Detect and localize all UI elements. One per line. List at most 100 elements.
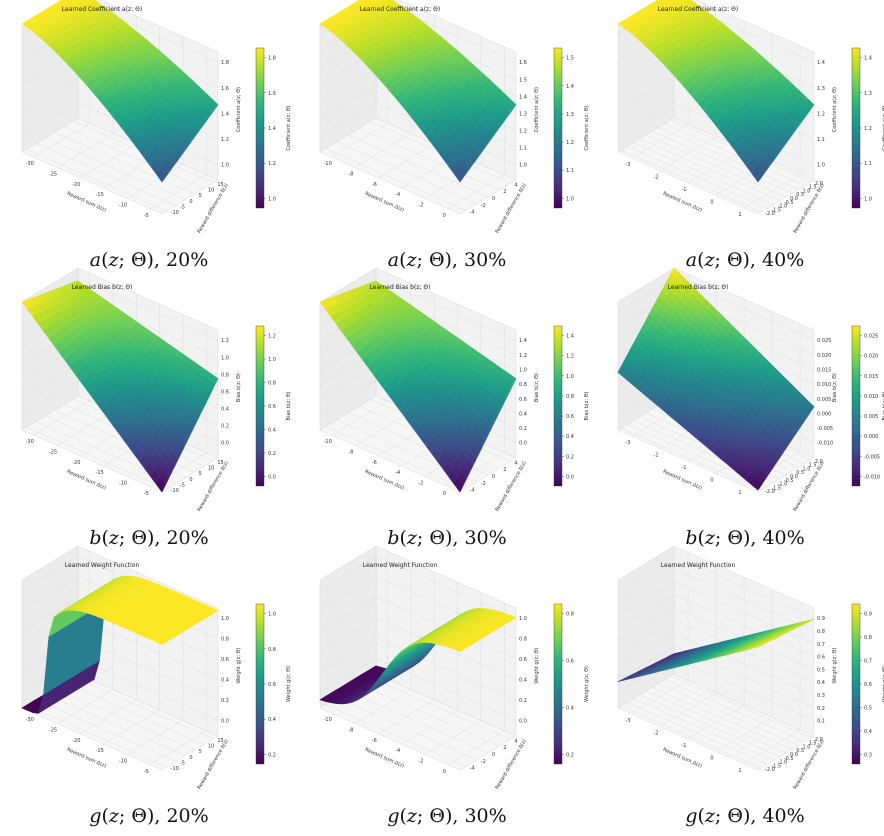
colorbar-tick-label: 1.6 (268, 91, 276, 97)
z-tick-label: 0.0 (221, 719, 229, 725)
colorbar (554, 604, 562, 764)
colorbar (256, 604, 264, 764)
y-tick-label: 5 (199, 749, 202, 755)
surface-plot: -10-8-6-4-20-4-20240.00.20.40.60.81.01.2… (300, 282, 594, 522)
x-tick-label: 1 (738, 490, 741, 496)
z-tick-label: 1.4 (519, 338, 527, 344)
colorbar-tick-label: 0.8 (268, 647, 276, 653)
y-tick-label: -2 (481, 203, 486, 209)
z-tick-label: 0.2 (519, 698, 527, 704)
colorbar-tick-label: 1.4 (864, 56, 872, 62)
x-tick-label: -15 (96, 748, 104, 754)
x-tick-label: -8 (349, 450, 354, 456)
caption-function: b (387, 527, 399, 549)
subplot-title: Learned Bias b(z; Θ) (668, 284, 729, 291)
x-tick-label: -2 (654, 175, 659, 181)
z-tick-label: 0.2 (221, 698, 229, 704)
subplot-caption: a(z; Θ), 20% (2, 249, 296, 271)
x-tick-label: -6 (372, 738, 377, 744)
x-tick-label: -10 (119, 481, 127, 487)
y-tick-label: 5 (199, 193, 202, 199)
y-tick-label: -2 (481, 481, 486, 487)
subplot-title: Learned Coefficient a(z; Θ) (658, 6, 738, 13)
surface-plot: -3-2-101-2.0-1.5-1.0-0.50.00.51.01.52.01… (598, 4, 884, 244)
z-axis-label: Bias b(z; Θ) (534, 373, 540, 402)
x-tick-label: -1 (682, 465, 687, 471)
caption-percent: 30% (464, 527, 506, 549)
y-tick-label: 2 (503, 467, 506, 473)
subplot-caption: g(z; Θ), 30% (300, 805, 594, 827)
colorbar-tick-label: 1.2 (268, 161, 276, 167)
x-tick-label: -20 (72, 182, 80, 188)
caption-function: b (685, 527, 697, 549)
x-tick-label: -4 (395, 470, 400, 476)
z-axis-label: Bias b(z; Θ) (236, 373, 242, 402)
colorbar-label: Weight g(z; Θ) (584, 666, 590, 702)
colorbar-tick-label: 1.4 (566, 334, 574, 340)
colorbar-tick-label: 1.0 (268, 357, 276, 363)
z-axis-label: Coefficient a(z; Θ) (236, 87, 242, 132)
colorbar-tick-label: -0.010 (864, 474, 880, 480)
colorbar (554, 48, 562, 208)
x-tick-label: -5 (144, 213, 149, 219)
caption-args: (z; Θ), (697, 249, 762, 271)
subplot-caption: a(z; Θ), 40% (598, 249, 884, 271)
z-tick-label: 0.000 (817, 411, 831, 417)
caption-percent: 40% (762, 805, 804, 827)
x-tick-label: -5 (144, 769, 149, 775)
subplot-caption: g(z; Θ), 40% (598, 805, 884, 827)
z-tick-label: 1.4 (817, 60, 825, 66)
colorbar-tick-label: 0.4 (268, 427, 276, 433)
subplot-title: Learned Weight Function (65, 562, 140, 569)
subplot-caption: b(z; Θ), 20% (2, 527, 296, 549)
colorbar-label: Coefficient a(z; Θ) (584, 105, 590, 150)
caption-args: (z; Θ), (399, 249, 464, 271)
colorbar-tick-label: 0.6 (566, 659, 574, 665)
colorbar-tick-label: 0.4 (268, 717, 276, 723)
subplot-title: Learned Bias b(z; Θ) (72, 284, 133, 291)
x-tick-label: -30 (26, 439, 34, 445)
colorbar-tick-label: 1.1 (566, 168, 574, 174)
caption-percent: 20% (166, 249, 208, 271)
z-tick-label: 1.2 (519, 353, 527, 359)
caption-function: a (90, 249, 101, 271)
y-tick-label: 4 (514, 182, 517, 188)
colorbar-tick-label: 0.9 (864, 612, 872, 618)
x-tick-label: -8 (349, 728, 354, 734)
colorbar-tick-label: 1.4 (566, 84, 574, 90)
y-tick-label: -4 (470, 766, 475, 772)
z-tick-label: 1.8 (221, 60, 229, 66)
x-tick-label: 0 (443, 769, 446, 775)
colorbar-tick-label: 1.0 (566, 196, 574, 202)
z-tick-label: 1.1 (817, 137, 825, 143)
colorbar-tick-label: 0.2 (566, 752, 574, 758)
z-axis-label: Weight g(z; Θ) (832, 648, 838, 684)
z-tick-label: 0.4 (519, 411, 527, 417)
z-tick-label: 0.0 (519, 719, 527, 725)
colorbar-label: Weight g(z; Θ) (286, 666, 292, 702)
x-tick-label: -25 (49, 450, 57, 456)
y-tick-label: 0 (492, 752, 495, 758)
surface-plot: -3-2-101-2.0-1.5-1.0-0.50.00.51.01.52.00… (598, 560, 884, 800)
z-tick-label: 0.015 (817, 367, 831, 373)
x-tick-label: -2 (419, 759, 424, 765)
x-tick-label: -5 (144, 491, 149, 497)
colorbar-tick-label: 0.8 (566, 612, 574, 618)
x-tick-label: -6 (372, 460, 377, 466)
z-tick-label: 0.0 (221, 441, 229, 447)
subplot-caption: b(z; Θ), 30% (300, 527, 594, 549)
z-tick-label: 0.6 (519, 657, 527, 663)
colorbar-tick-label: 0.2 (268, 451, 276, 457)
y-tick-label: 2 (503, 745, 506, 751)
y-tick-label: -5 (180, 483, 185, 489)
subplot-caption: a(z; Θ), 30% (300, 249, 594, 271)
z-axis-label: Coefficient a(z; Θ) (534, 87, 540, 132)
y-tick-label: -10 (171, 488, 179, 494)
z-axis-label: Weight g(z; Θ) (534, 648, 540, 684)
z-tick-label: 0.4 (221, 407, 229, 413)
z-tick-label: 0.6 (817, 655, 825, 661)
z-tick-label: 1.6 (221, 86, 229, 92)
